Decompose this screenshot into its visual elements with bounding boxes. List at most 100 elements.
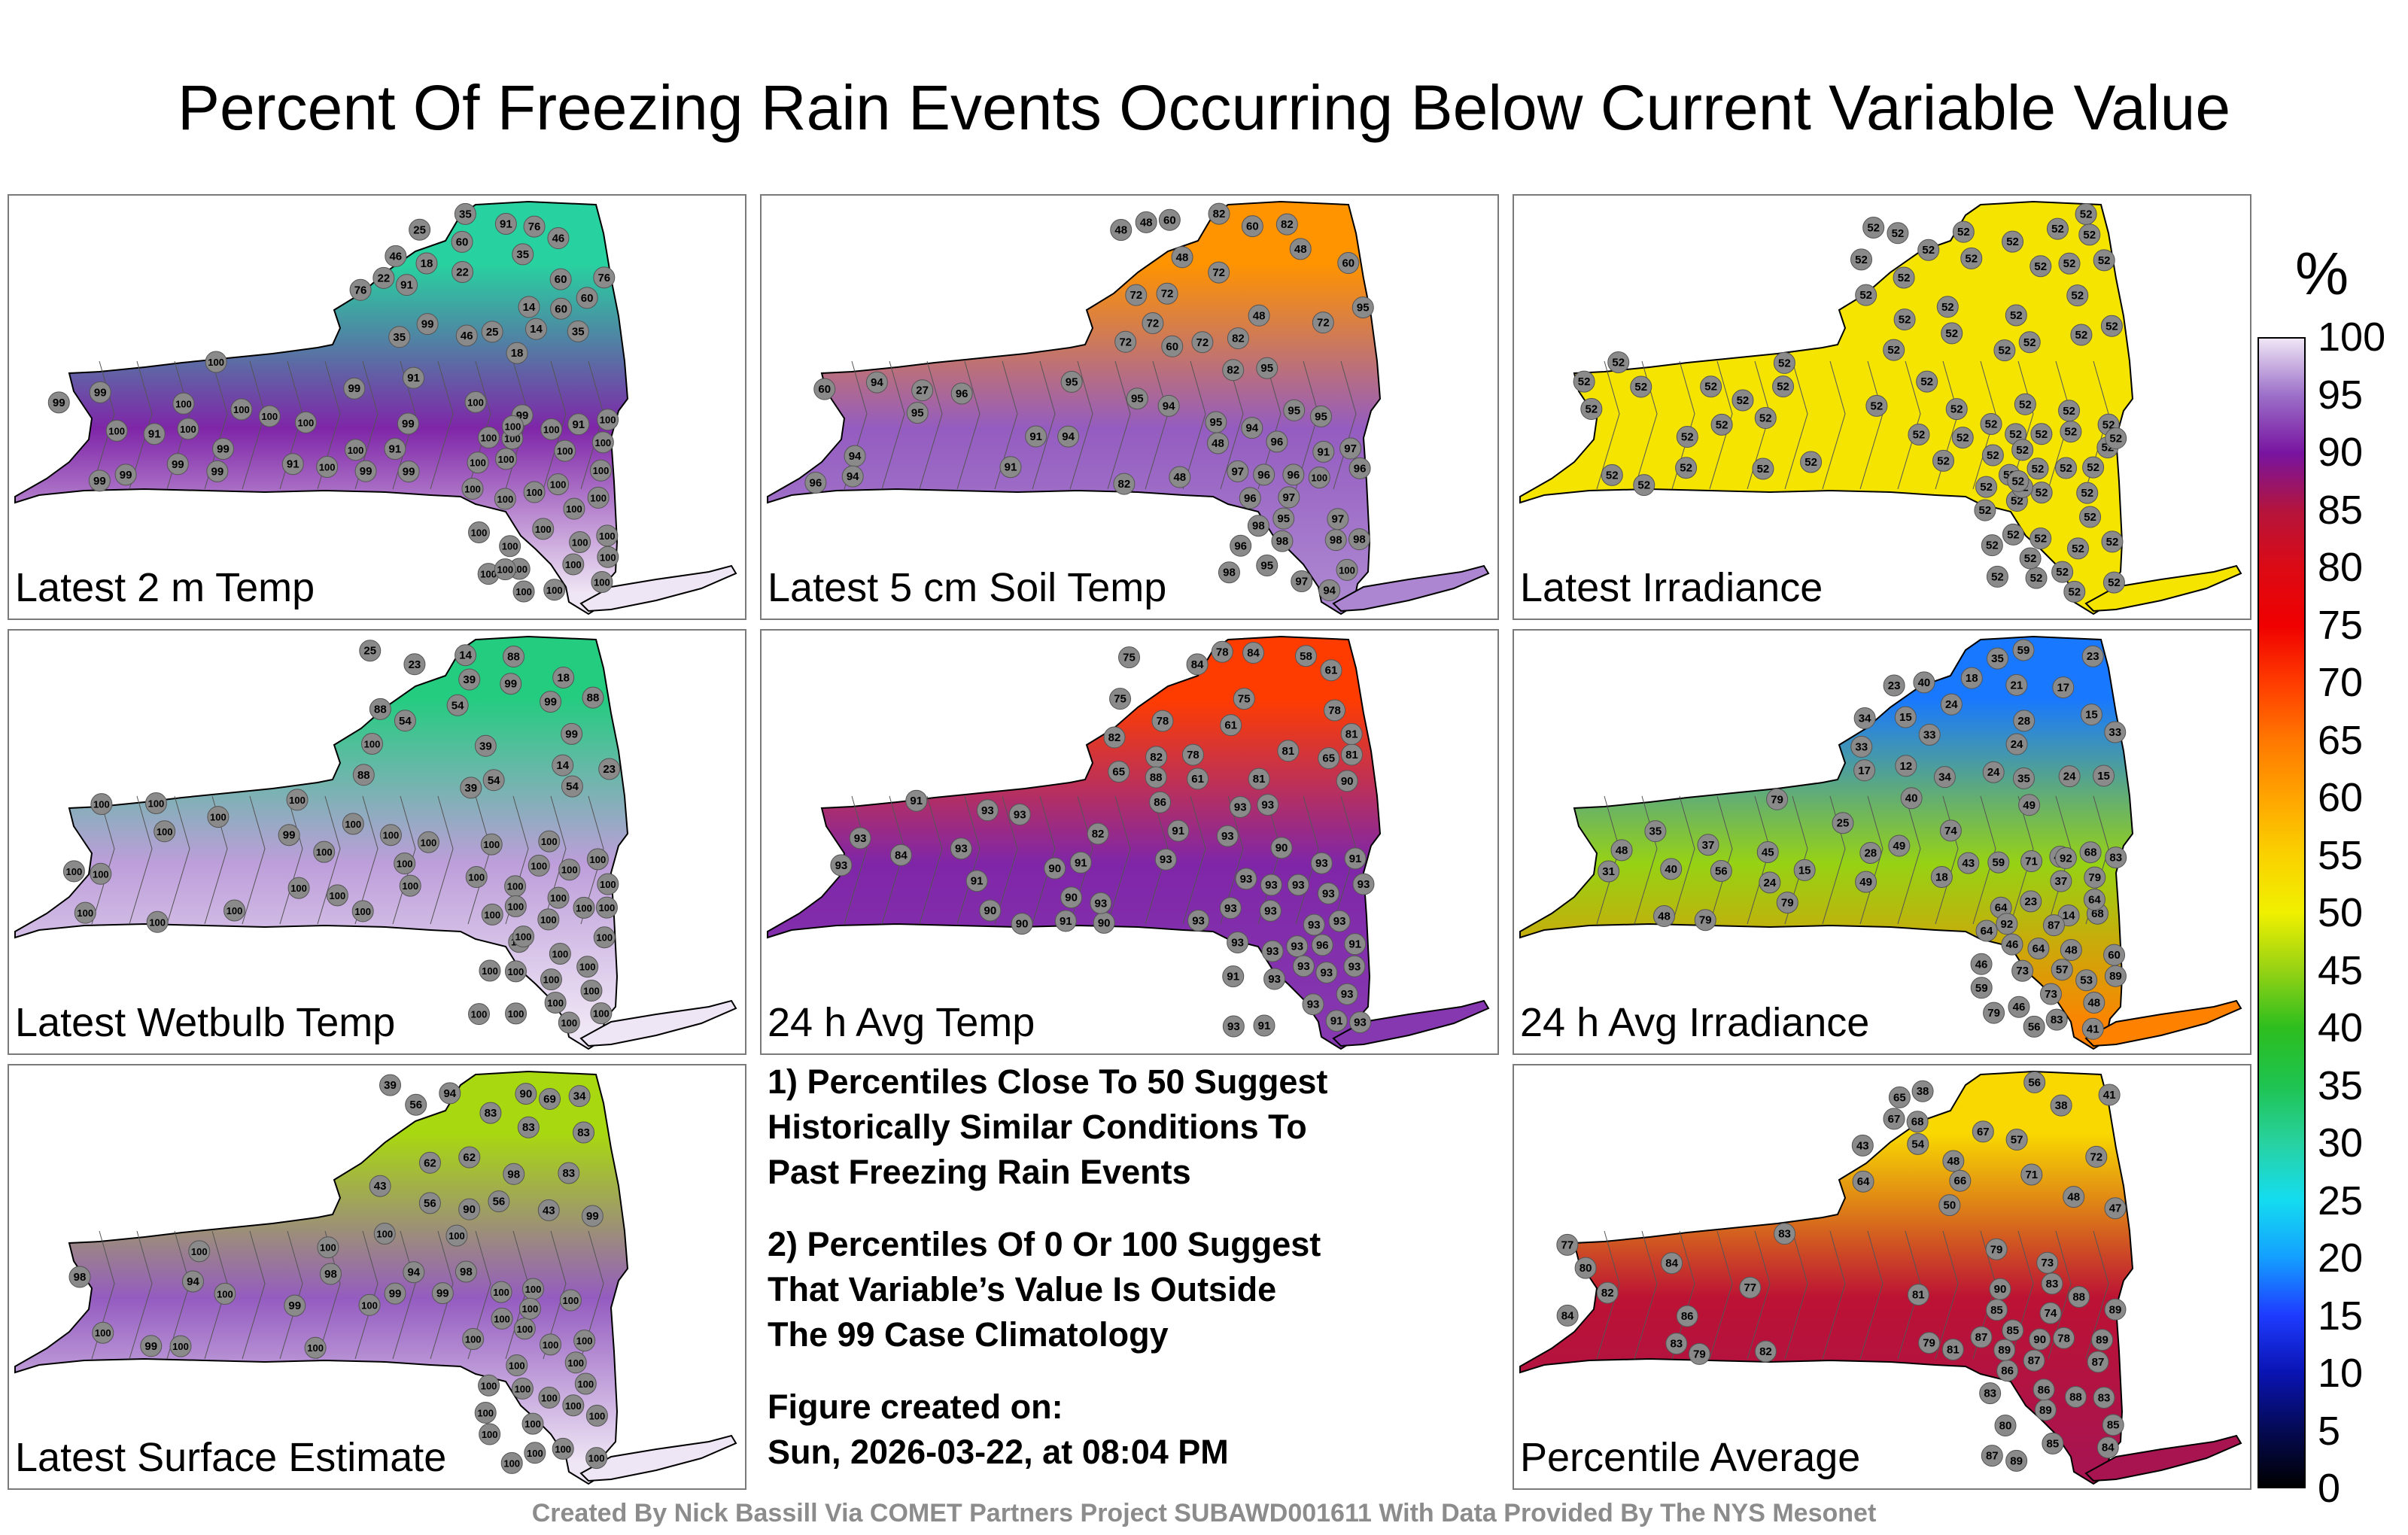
station-value: 91 xyxy=(572,418,585,431)
station-value: 54 xyxy=(399,715,412,728)
station-value: 89 xyxy=(2010,1454,2023,1467)
station-marker xyxy=(384,1282,406,1305)
station-value: 12 xyxy=(1899,760,1912,773)
station-marker xyxy=(223,899,246,922)
long-island-shape xyxy=(2084,999,2242,1047)
station-value: 83 xyxy=(1778,1228,1791,1241)
station-marker xyxy=(1272,507,1295,530)
station-marker xyxy=(500,1451,523,1474)
station-marker xyxy=(454,202,476,225)
station-marker xyxy=(547,473,570,496)
station-marker xyxy=(512,926,535,948)
station-marker xyxy=(188,1240,211,1263)
county-line xyxy=(1634,795,1658,925)
station-marker xyxy=(1227,460,1249,482)
station-marker xyxy=(2050,870,2072,892)
station-marker xyxy=(1125,284,1148,306)
station-value: 54 xyxy=(566,780,579,793)
station-marker xyxy=(482,769,505,792)
station-value: 75 xyxy=(1114,693,1126,706)
station-marker xyxy=(480,833,503,856)
station-marker xyxy=(326,884,348,907)
station-marker xyxy=(205,351,227,373)
station-marker xyxy=(2023,1349,2045,1372)
station-value: 99 xyxy=(565,728,578,740)
station-value: 52 xyxy=(1920,375,1933,388)
station-value: 100 xyxy=(289,795,306,806)
station-value: 100 xyxy=(483,839,500,850)
county-line xyxy=(430,1230,454,1360)
station-value: 68 xyxy=(2091,907,2104,920)
station-marker xyxy=(2055,457,2078,479)
station-marker xyxy=(372,266,395,289)
station-value: 100 xyxy=(498,454,515,465)
station-value: 24 xyxy=(2011,738,2023,751)
station-marker xyxy=(379,1074,402,1096)
station-value: 83 xyxy=(577,1126,590,1139)
station-value: 54 xyxy=(1911,1138,1924,1150)
station-value: 52 xyxy=(1980,481,1993,494)
station-value: 100 xyxy=(477,1407,494,1418)
station-marker xyxy=(1853,707,1876,730)
station-marker xyxy=(114,464,137,486)
station-value: 73 xyxy=(2045,988,2057,1001)
station-value: 100 xyxy=(330,890,346,901)
station-marker xyxy=(1987,851,2010,874)
station-value: 91 xyxy=(500,218,512,231)
station-value: 59 xyxy=(2017,644,2030,657)
station-marker xyxy=(1975,919,1998,942)
station-marker xyxy=(549,942,571,965)
station-value: 35 xyxy=(1649,825,1662,838)
station-value: 52 xyxy=(1778,357,1791,369)
station-marker xyxy=(2101,530,2124,553)
station-value: 28 xyxy=(1864,847,1877,859)
station-value: 94 xyxy=(1062,430,1075,443)
station-value: 52 xyxy=(1956,432,1969,445)
county-line xyxy=(317,795,341,925)
station-value: 100 xyxy=(66,866,83,877)
station-value: 21 xyxy=(2010,679,2023,692)
station-value: 82 xyxy=(1092,828,1105,840)
station-value: 93 xyxy=(1264,904,1277,917)
station-marker xyxy=(1941,322,1963,345)
station-value: 87 xyxy=(2028,1354,2041,1367)
station-value: 100 xyxy=(448,1230,465,1242)
station-marker xyxy=(369,1175,391,1197)
station-marker xyxy=(319,1263,342,1285)
station-marker xyxy=(1191,331,1214,354)
station-value: 52 xyxy=(2010,309,2023,322)
station-value: 95 xyxy=(1066,375,1078,388)
county-line xyxy=(1182,795,1206,925)
station-marker xyxy=(1676,426,1698,448)
station-marker xyxy=(1607,351,1630,373)
station-value: 39 xyxy=(464,782,477,795)
station-marker xyxy=(2085,1145,2108,1168)
station-marker xyxy=(1222,359,1245,381)
station-marker xyxy=(587,486,610,509)
station-marker xyxy=(552,667,575,689)
station-marker xyxy=(304,1336,327,1359)
station-marker xyxy=(2033,1378,2055,1401)
station-value: 61 xyxy=(1325,664,1338,677)
station-value: 96 xyxy=(1354,462,1367,475)
station-value: 93 xyxy=(1160,853,1172,866)
station-value: 99 xyxy=(402,418,415,430)
colorbar-tick-label: 50 xyxy=(2318,890,2364,935)
station-marker xyxy=(1907,1132,1929,1155)
station-marker xyxy=(403,653,426,676)
station-marker xyxy=(358,1293,381,1316)
station-value: 90 xyxy=(463,1203,476,1216)
station-value: 22 xyxy=(378,272,391,284)
station-value: 100 xyxy=(191,1246,208,1257)
station-marker xyxy=(88,470,111,492)
station-marker xyxy=(1149,791,1172,813)
station-marker xyxy=(1302,993,1324,1016)
station-marker xyxy=(1574,1257,1597,1279)
state-shape xyxy=(14,200,629,616)
station-value: 52 xyxy=(1634,381,1647,394)
station-marker xyxy=(512,580,535,603)
station-value: 72 xyxy=(1147,317,1160,330)
colorbar-tick-label: 70 xyxy=(2318,660,2364,705)
station-marker xyxy=(1900,787,1923,810)
station-marker xyxy=(1282,464,1305,486)
